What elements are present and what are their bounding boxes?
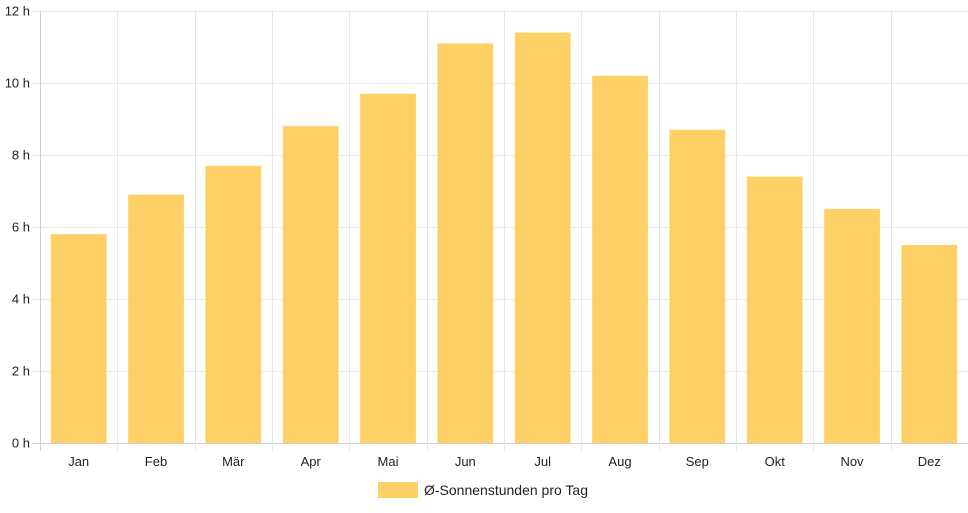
x-tick-label: Jan	[68, 454, 89, 469]
y-tick-label: 10 h	[5, 76, 30, 91]
bar-mai[interactable]	[360, 93, 416, 444]
y-tick-label: 4 h	[12, 292, 30, 307]
bar-mär[interactable]	[205, 165, 262, 444]
x-tick-label: Apr	[301, 454, 322, 469]
y-tick-label: 2 h	[12, 364, 30, 379]
x-tick-label: Jul	[534, 454, 551, 469]
x-tick-label: Mär	[222, 454, 245, 469]
y-tick-label: 0 h	[12, 436, 30, 451]
legend[interactable]: Ø-Sonnenstunden pro Tag	[378, 482, 588, 498]
bar-aug[interactable]	[592, 75, 648, 444]
bar-okt[interactable]	[746, 176, 803, 443]
x-tick-label: Nov	[840, 454, 864, 469]
bar-dez[interactable]	[901, 245, 958, 443]
y-tick-labels: 0 h 2 h 4 h 6 h 8 h 10 h 12 h	[5, 4, 30, 451]
bar-jun[interactable]	[437, 43, 494, 444]
x-tick-label: Dez	[918, 454, 941, 469]
x-tick-label: Aug	[608, 454, 631, 469]
x-tick-label: Mai	[378, 454, 399, 469]
bar-feb[interactable]	[128, 194, 184, 443]
legend-swatch[interactable]	[378, 482, 418, 498]
x-tick-label: Okt	[765, 454, 786, 469]
bar-jan[interactable]	[50, 234, 107, 443]
x-tick-label: Jun	[455, 454, 476, 469]
bar-jul[interactable]	[514, 32, 571, 443]
y-tick-label: 12 h	[5, 4, 30, 19]
bar-sep[interactable]	[669, 129, 726, 444]
y-tick-label: 8 h	[12, 148, 30, 163]
x-tick-label: Sep	[686, 454, 709, 469]
bar-apr[interactable]	[282, 126, 339, 443]
grid-lines	[32, 11, 968, 451]
legend-label[interactable]: Ø-Sonnenstunden pro Tag	[424, 482, 588, 498]
bars-group	[50, 32, 958, 444]
x-tick-labels: Jan Feb Mär Apr Mai Jun Jul Aug Sep Okt Nov Dez	[68, 454, 941, 469]
y-tick-label: 6 h	[12, 220, 30, 235]
bar-nov[interactable]	[824, 209, 880, 443]
x-tick-label: Feb	[145, 454, 167, 469]
